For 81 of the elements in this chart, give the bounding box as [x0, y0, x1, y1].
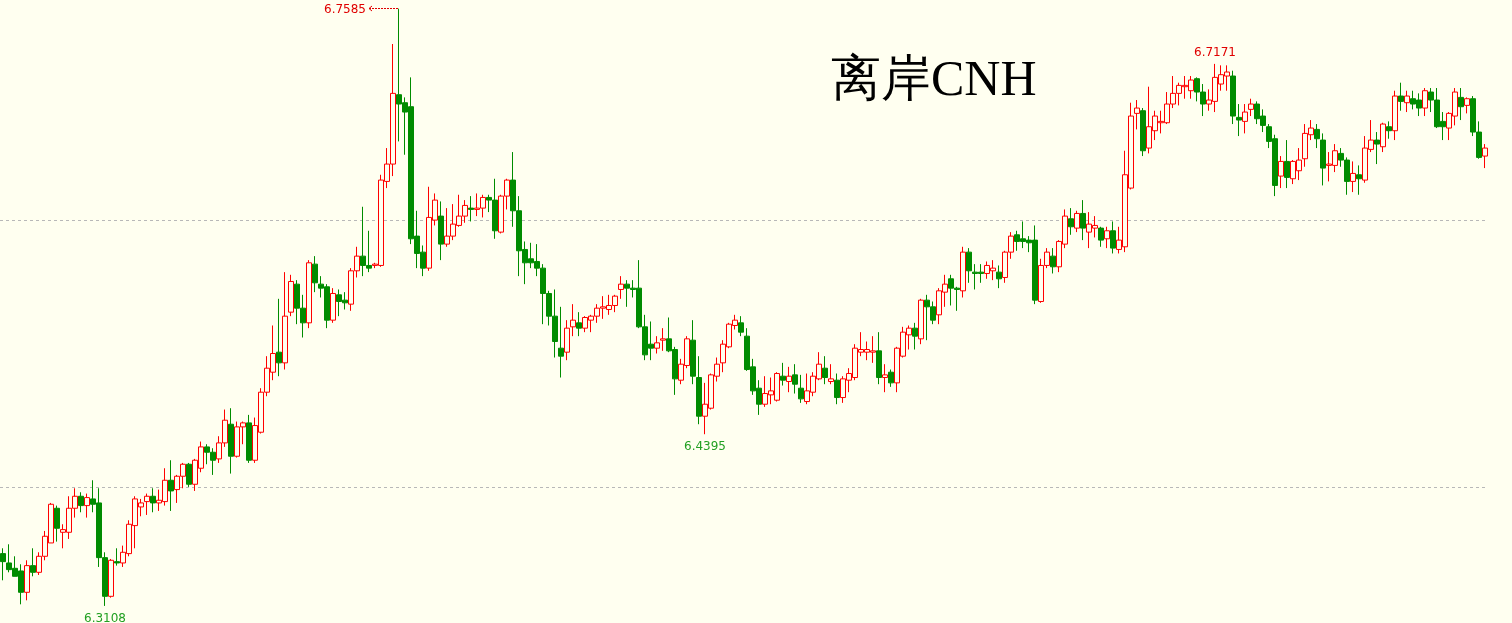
- candlestick: [1068, 207, 1074, 236]
- candlestick: [876, 331, 882, 385]
- candlestick: [144, 493, 150, 516]
- candlestick: [1074, 210, 1080, 233]
- candlestick: [1350, 160, 1356, 193]
- candlestick: [24, 559, 30, 601]
- candlestick: [738, 315, 744, 337]
- candlestick: [468, 195, 474, 222]
- candlestick: [288, 274, 294, 317]
- candlestick: [1110, 220, 1116, 254]
- candlestick: [654, 335, 660, 355]
- candlestick: [558, 306, 564, 379]
- candlestick: [276, 298, 282, 377]
- candlestick: [1482, 143, 1488, 169]
- candlestick: [306, 259, 312, 329]
- candlestick: [960, 246, 966, 298]
- candlestick: [1356, 164, 1362, 196]
- candlestick: [798, 374, 804, 404]
- candlestick: [966, 247, 972, 284]
- candlestick: [228, 407, 234, 475]
- candlestick: [1380, 122, 1386, 153]
- candlestick: [912, 322, 918, 351]
- candlestick: [918, 298, 924, 345]
- candlestick: [882, 363, 888, 393]
- candlestick: [996, 264, 1002, 289]
- annotation: 6.7585: [324, 1, 366, 16]
- candlestick: [282, 271, 288, 371]
- candlestick: [312, 255, 318, 293]
- candlestick: [696, 355, 702, 425]
- candlestick: [30, 547, 36, 577]
- candlestick: [1464, 96, 1470, 114]
- candlestick: [786, 366, 792, 393]
- candlestick: [150, 487, 156, 513]
- candlestick: [1284, 139, 1290, 189]
- candlestick: [690, 319, 696, 385]
- candlestick: [618, 275, 624, 300]
- candlestick: [1242, 103, 1248, 134]
- candlestick: [1314, 123, 1320, 149]
- candlestick: [1080, 199, 1086, 241]
- candlestick: [1386, 120, 1392, 140]
- candlestick: [84, 493, 90, 519]
- candlestick: [0, 547, 6, 581]
- candlestick: [1458, 87, 1464, 121]
- candlestick: [108, 558, 114, 599]
- candlestick: [1248, 98, 1254, 117]
- candlestick: [1050, 247, 1056, 274]
- candlestick: [564, 319, 570, 361]
- candlestick: [1374, 131, 1380, 165]
- candlestick: [828, 363, 834, 385]
- candlestick: [114, 547, 120, 567]
- candlestick: [660, 327, 666, 352]
- candlestick: [168, 459, 174, 512]
- candlestick: [78, 491, 84, 513]
- candlestick: [576, 311, 582, 337]
- candlestick: [1320, 132, 1326, 186]
- candlestick: [1398, 82, 1404, 112]
- annotation: 6.7171: [1194, 44, 1236, 59]
- candlestick: [1278, 155, 1284, 189]
- candlestick: [834, 373, 840, 405]
- candlestick: [570, 303, 576, 337]
- candlestick: [1230, 70, 1236, 125]
- candlestick: [438, 200, 444, 261]
- candlestick: [186, 462, 192, 488]
- candlestick: [822, 355, 828, 385]
- candlestick: [330, 287, 336, 324]
- annotation: 6.3108: [84, 610, 126, 623]
- candlestick: [246, 414, 252, 464]
- candlestick: [1404, 90, 1410, 113]
- candlestick: [1098, 226, 1104, 248]
- candlestick: [888, 369, 894, 388]
- candlestick: [54, 505, 60, 543]
- candlestick: [780, 362, 786, 387]
- annotation: 6.4395: [684, 439, 726, 454]
- candlestick: [792, 363, 798, 395]
- candlestick: [1134, 99, 1140, 130]
- candlestick: [1140, 107, 1146, 157]
- candlestick: [1104, 226, 1110, 249]
- text: 离岸CNH: [831, 50, 1037, 106]
- candlestick: [1392, 90, 1398, 141]
- candlestick: [1422, 87, 1428, 117]
- candlestick: [1236, 103, 1242, 137]
